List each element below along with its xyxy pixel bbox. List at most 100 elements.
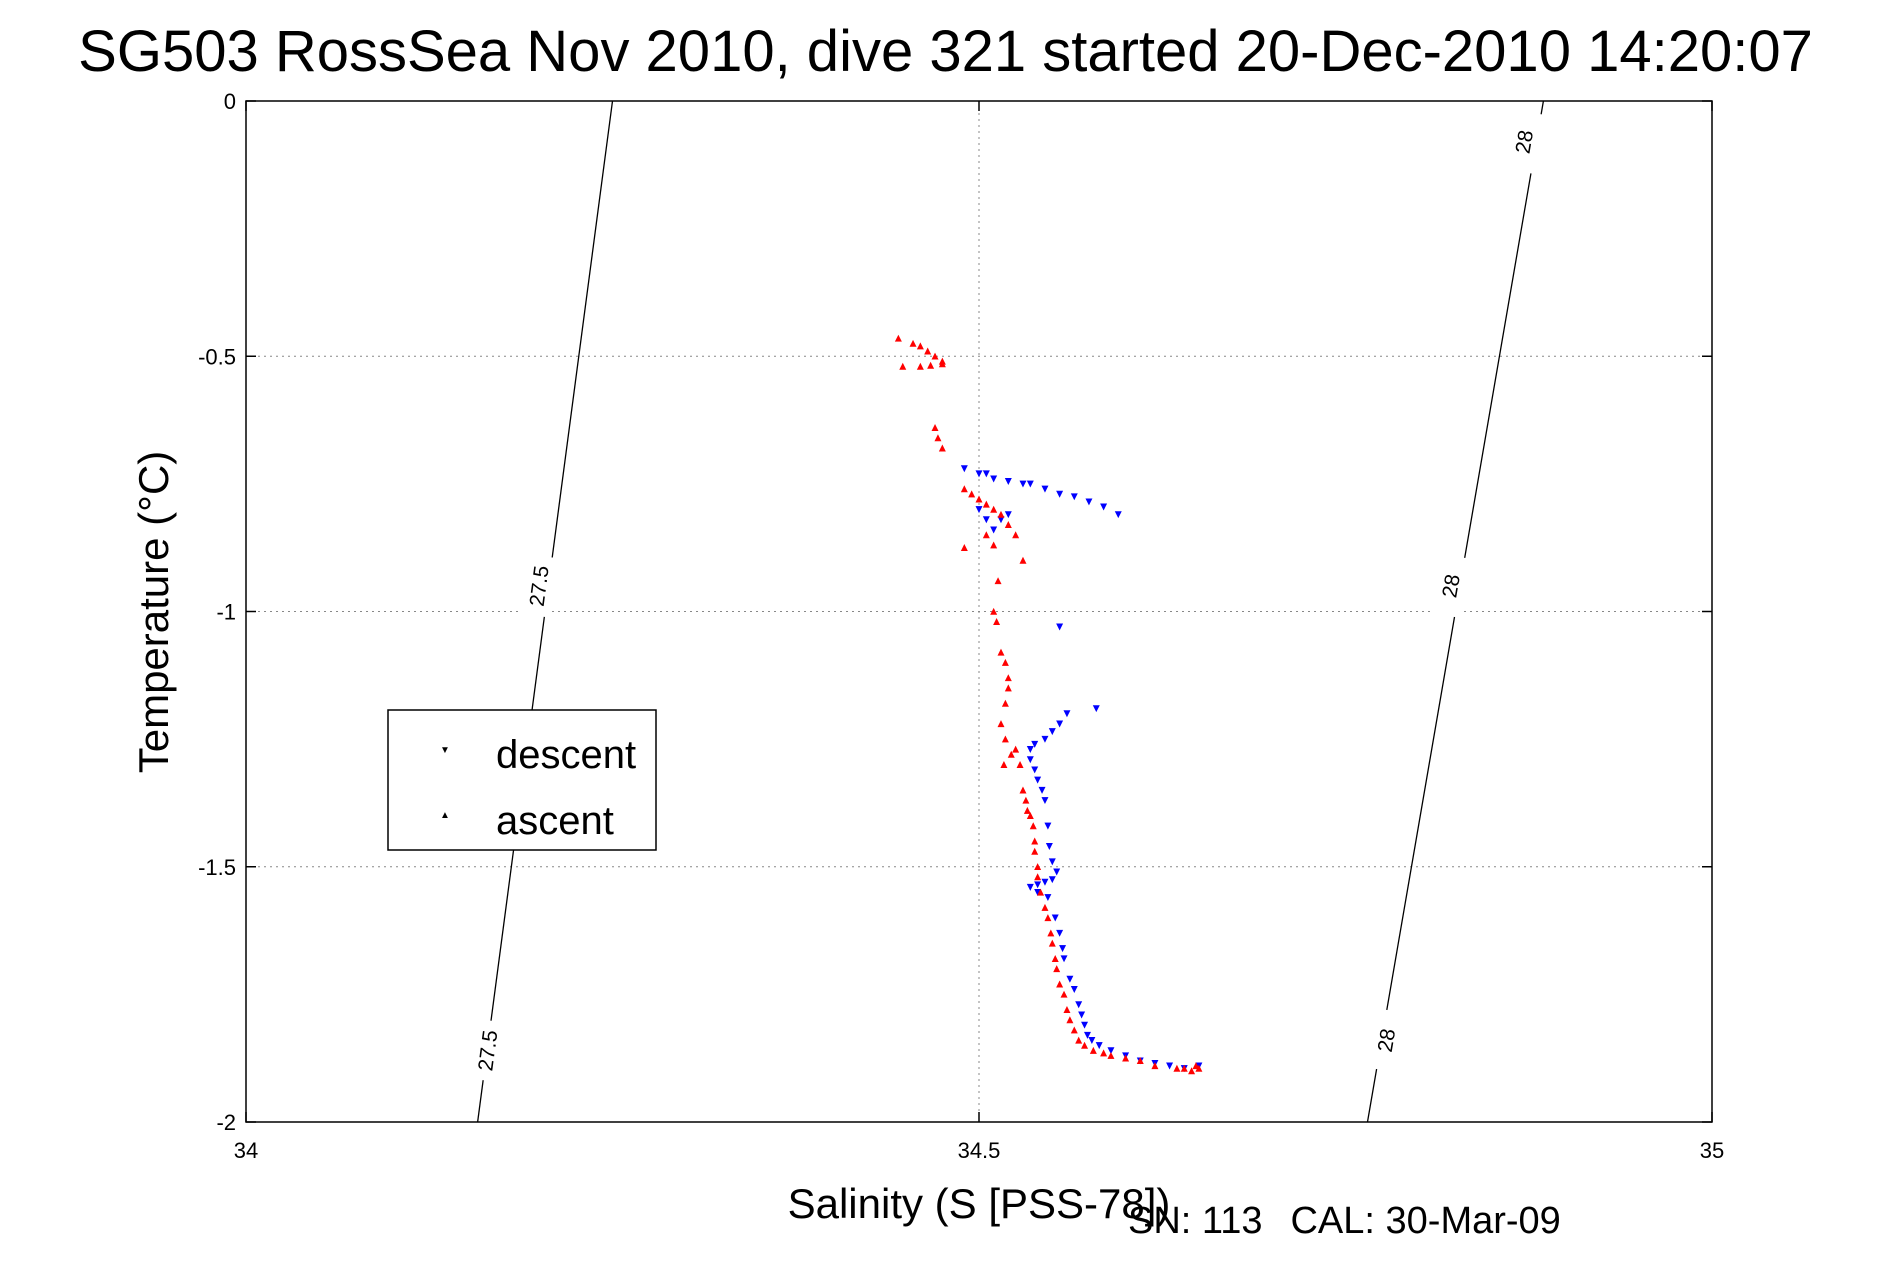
descent-point bbox=[1041, 735, 1049, 743]
ascent-point bbox=[1122, 1054, 1130, 1062]
descent-point bbox=[1004, 478, 1012, 485]
ascent-point bbox=[1070, 1026, 1078, 1034]
descent-point bbox=[1034, 776, 1042, 784]
descent-point bbox=[1166, 1062, 1174, 1070]
x-tick-label: 35 bbox=[1700, 1138, 1724, 1163]
ascent-point bbox=[1012, 745, 1020, 753]
ascent-point bbox=[934, 434, 942, 442]
ascent-point bbox=[1075, 1036, 1083, 1044]
ascent-point bbox=[960, 485, 968, 493]
ascent-point bbox=[975, 495, 983, 503]
y-axis-label: Temperature (°C) bbox=[130, 451, 177, 774]
isopycnal-label: 28 bbox=[1438, 573, 1465, 600]
ascent-point bbox=[997, 648, 1005, 656]
descent-point bbox=[1026, 756, 1034, 764]
ascent-point bbox=[927, 361, 935, 369]
ascent-point bbox=[1195, 1064, 1203, 1072]
ascent-point bbox=[1180, 1064, 1188, 1072]
ascent-point bbox=[931, 424, 939, 432]
ascent-point bbox=[1001, 699, 1009, 707]
isopycnal-label: 28 bbox=[1512, 128, 1539, 155]
ascent-point bbox=[924, 347, 932, 355]
ascent-point bbox=[1060, 990, 1068, 998]
ascent-point bbox=[1056, 980, 1064, 988]
ascent-point bbox=[938, 360, 946, 368]
ascent-point bbox=[1016, 760, 1024, 768]
descent-point bbox=[1044, 822, 1052, 830]
instrument-info: SN: 113 CAL: 30-Mar-09 bbox=[1128, 1200, 1561, 1243]
data-points bbox=[894, 334, 1203, 1075]
ascent-point bbox=[982, 531, 990, 539]
ascent-point bbox=[1151, 1062, 1159, 1070]
descent-point bbox=[982, 470, 990, 478]
descent-point bbox=[1031, 766, 1039, 774]
x-axis-label: Salinity (S [PSS-78]) bbox=[788, 1180, 1171, 1227]
descent-point bbox=[1075, 1001, 1083, 1009]
ascent-point bbox=[1004, 521, 1012, 529]
x-tick-label: 34.5 bbox=[958, 1138, 1001, 1163]
calibration-date: CAL: 30-Mar-09 bbox=[1290, 1200, 1561, 1242]
descent-point bbox=[1051, 914, 1059, 922]
isopycnal-label-bg bbox=[470, 1018, 506, 1083]
legend-box bbox=[387, 709, 657, 851]
descent-point bbox=[1070, 985, 1078, 993]
ascent-point bbox=[1029, 822, 1037, 830]
ascent-point bbox=[1004, 674, 1012, 682]
ascent-point bbox=[1173, 1064, 1181, 1072]
isopycnal-label-bg bbox=[1367, 1008, 1406, 1073]
ascent-point bbox=[1019, 556, 1027, 564]
grid-lines bbox=[246, 100, 1713, 1123]
density-contours: 27.5 27.5 28 28 28 bbox=[470, 100, 1545, 1123]
ascent-point bbox=[1037, 888, 1045, 896]
descent-point bbox=[1048, 876, 1056, 884]
descent-point bbox=[1048, 728, 1056, 736]
descent-point bbox=[1004, 511, 1012, 519]
descent-point bbox=[1048, 858, 1056, 866]
y-tick-label: -0.5 bbox=[198, 344, 236, 369]
descent-point bbox=[990, 526, 998, 534]
ascent-point bbox=[1044, 914, 1052, 922]
isopycnal-label: 28 bbox=[1374, 1027, 1401, 1054]
descent-point bbox=[1095, 1042, 1103, 1050]
legend-descent-label: descent bbox=[496, 733, 636, 777]
y-tick-label: -2 bbox=[216, 1110, 236, 1135]
descent-point bbox=[1085, 498, 1093, 506]
ascent-point bbox=[1023, 806, 1031, 814]
descent-point bbox=[1083, 1031, 1091, 1039]
descent-point bbox=[1056, 490, 1064, 498]
ascent-point bbox=[1188, 1067, 1196, 1075]
ascent-point bbox=[1031, 847, 1039, 855]
legend-descent-marker: ▼ bbox=[440, 745, 450, 756]
legend-ascent-label: ascent bbox=[496, 799, 614, 843]
descent-point bbox=[1070, 493, 1078, 501]
ascent-point bbox=[899, 362, 907, 370]
ascent-point bbox=[990, 505, 998, 513]
ascent-point bbox=[1034, 863, 1042, 871]
descent-point bbox=[960, 465, 968, 473]
descent-point bbox=[1060, 955, 1068, 963]
isopycnal-label-bg bbox=[521, 554, 558, 618]
ascent-point bbox=[1031, 837, 1039, 845]
ascent-point bbox=[997, 720, 1005, 728]
descent-point bbox=[975, 506, 983, 514]
ascent-point bbox=[1007, 750, 1015, 758]
ascent-point bbox=[997, 510, 1005, 518]
legend-ascent-marker: ▲ bbox=[440, 810, 450, 821]
descent-point bbox=[1066, 975, 1074, 983]
descent-point bbox=[1100, 503, 1108, 511]
ascent-point bbox=[1047, 929, 1055, 937]
x-tick-label: 34 bbox=[234, 1138, 258, 1163]
descent-point bbox=[1041, 878, 1049, 886]
isopycnal-label: 27.5 bbox=[474, 1029, 502, 1073]
ascent-point bbox=[916, 362, 924, 370]
ascent-point bbox=[1081, 1041, 1089, 1049]
ascent-point bbox=[1048, 939, 1056, 947]
ascent-point bbox=[1089, 1046, 1097, 1054]
isopycnal-label: 27.5 bbox=[526, 564, 554, 608]
descent-point bbox=[1038, 786, 1046, 794]
axes: 34 34.5 35 0 -0.5 -1 -1.5 -2 bbox=[198, 89, 1724, 1163]
ascent-point bbox=[994, 577, 1002, 585]
ascent-point bbox=[993, 618, 1001, 626]
descent-point bbox=[1019, 480, 1027, 488]
